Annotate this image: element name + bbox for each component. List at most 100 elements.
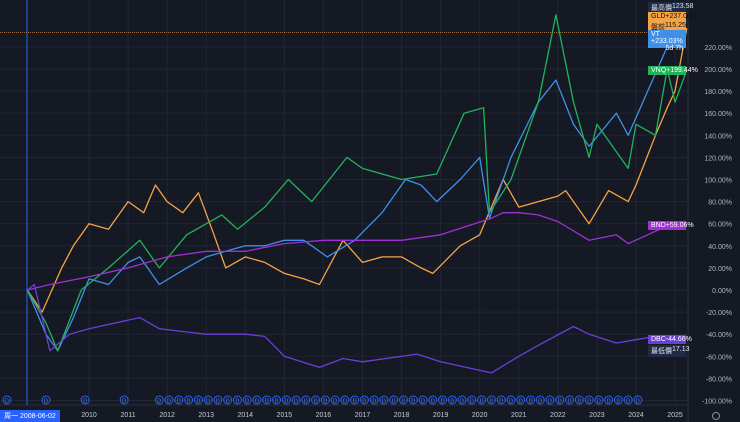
dividend-marker[interactable]: D bbox=[213, 395, 223, 405]
dividend-marker[interactable]: D bbox=[174, 395, 184, 405]
x-tick-label: 2010 bbox=[81, 412, 97, 419]
dividend-marker-letter: D bbox=[284, 399, 288, 405]
x-tick-label: 2011 bbox=[121, 412, 136, 419]
dividend-marker-circle bbox=[486, 395, 496, 405]
dividend-marker[interactable]: D bbox=[418, 395, 428, 405]
dividend-marker[interactable]: D bbox=[262, 395, 272, 405]
dividend-marker-letter: D bbox=[157, 399, 161, 405]
series-line-bnd bbox=[27, 212, 687, 291]
dividend-marker-letter: D bbox=[577, 399, 581, 405]
dividend-marker[interactable]: D bbox=[604, 395, 614, 405]
dividend-marker[interactable]: D bbox=[80, 395, 90, 405]
dividend-marker-letter: D bbox=[431, 399, 435, 405]
dividend-marker-letter: D bbox=[304, 399, 308, 405]
dividend-marker-letter: D bbox=[187, 399, 191, 405]
dividend-marker[interactable]: D bbox=[389, 395, 399, 405]
dividend-marker[interactable]: D bbox=[184, 395, 194, 405]
dividend-marker-circle bbox=[2, 395, 12, 405]
x-tick-label: 2018 bbox=[394, 412, 410, 419]
dividend-marker[interactable]: D bbox=[486, 395, 496, 405]
dividend-marker[interactable]: D bbox=[242, 395, 252, 405]
dividend-marker-letter: D bbox=[460, 399, 464, 405]
dividend-marker[interactable]: D bbox=[555, 395, 565, 405]
y-tick-label: -20.00% bbox=[706, 310, 732, 317]
dividend-marker-circle bbox=[398, 395, 408, 405]
dividend-marker-circle bbox=[604, 395, 614, 405]
dividend-marker[interactable]: D bbox=[594, 395, 604, 405]
dividend-marker-circle bbox=[633, 395, 643, 405]
dividend-marker[interactable]: D bbox=[574, 395, 584, 405]
dividend-marker[interactable]: D bbox=[428, 395, 438, 405]
dividend-marker-letter: D bbox=[382, 399, 386, 405]
dividend-marker[interactable]: D bbox=[291, 395, 301, 405]
dividend-marker-circle bbox=[203, 395, 213, 405]
dividend-marker-letter: D bbox=[362, 399, 366, 405]
dividend-marker[interactable]: D bbox=[154, 395, 164, 405]
dividend-marker[interactable]: D bbox=[477, 395, 487, 405]
dividend-marker[interactable]: D bbox=[223, 395, 233, 405]
dividend-marker-circle bbox=[164, 395, 174, 405]
dividend-marker[interactable]: D bbox=[119, 395, 129, 405]
dividend-marker-letter: D bbox=[245, 399, 249, 405]
dividend-marker[interactable]: D bbox=[633, 395, 643, 405]
dividend-marker[interactable]: D bbox=[252, 395, 262, 405]
dividend-marker-letter: D bbox=[392, 399, 396, 405]
dividend-marker-letter: D bbox=[226, 399, 230, 405]
dividend-marker[interactable]: D bbox=[281, 395, 291, 405]
dividend-marker-letter: D bbox=[343, 399, 347, 405]
dividend-marker-letter: D bbox=[314, 399, 318, 405]
dividend-marker[interactable]: D bbox=[408, 395, 418, 405]
dividend-marker[interactable]: D bbox=[232, 395, 242, 405]
dividend-marker[interactable]: D bbox=[516, 395, 526, 405]
x-tick-label: 2021 bbox=[511, 412, 527, 419]
dividend-marker-circle bbox=[457, 395, 467, 405]
dividend-marker[interactable]: D bbox=[203, 395, 213, 405]
dividend-marker[interactable]: D bbox=[164, 395, 174, 405]
dividend-marker-letter: D bbox=[470, 399, 474, 405]
dividend-marker[interactable]: D bbox=[379, 395, 389, 405]
dividend-marker[interactable]: D bbox=[613, 395, 623, 405]
dividend-marker[interactable]: D bbox=[320, 395, 330, 405]
dividend-marker[interactable]: D bbox=[584, 395, 594, 405]
dividend-marker[interactable]: D bbox=[350, 395, 360, 405]
dividend-marker[interactable]: D bbox=[301, 395, 311, 405]
dividend-marker[interactable]: D bbox=[506, 395, 516, 405]
dividend-marker-letter: D bbox=[44, 399, 48, 405]
y-tick-label: 80.00% bbox=[708, 200, 732, 207]
dividend-marker[interactable]: D bbox=[467, 395, 477, 405]
bnd-last-label: BND +59.06% bbox=[648, 221, 694, 230]
x-tick-label: 2019 bbox=[433, 412, 449, 419]
dividend-marker-letter: D bbox=[401, 399, 405, 405]
y-tick-label: 140.00% bbox=[704, 133, 732, 140]
dividend-marker-circle bbox=[252, 395, 262, 405]
dividend-marker[interactable]: D bbox=[447, 395, 457, 405]
dividend-marker-circle bbox=[447, 395, 457, 405]
settings-icon[interactable] bbox=[712, 412, 720, 420]
dividend-marker-circle bbox=[506, 395, 516, 405]
dividend-marker[interactable]: D bbox=[398, 395, 408, 405]
dividend-marker[interactable]: D bbox=[535, 395, 545, 405]
dividend-marker[interactable]: D bbox=[2, 395, 12, 405]
dividend-marker-letter: D bbox=[616, 399, 620, 405]
dividend-marker[interactable]: D bbox=[457, 395, 467, 405]
dividend-marker[interactable]: D bbox=[340, 395, 350, 405]
dividend-marker[interactable]: D bbox=[545, 395, 555, 405]
dividend-marker[interactable]: D bbox=[438, 395, 448, 405]
dividend-marker[interactable]: D bbox=[525, 395, 535, 405]
dividend-marker[interactable]: D bbox=[369, 395, 379, 405]
dividend-marker-circle bbox=[330, 395, 340, 405]
dividend-marker-circle bbox=[467, 395, 477, 405]
dividend-marker[interactable]: D bbox=[193, 395, 203, 405]
dividend-marker[interactable]: D bbox=[623, 395, 633, 405]
dividend-marker[interactable]: D bbox=[41, 395, 51, 405]
dividend-marker[interactable]: D bbox=[272, 395, 282, 405]
dividend-marker-circle bbox=[281, 395, 291, 405]
dividend-marker[interactable]: D bbox=[496, 395, 506, 405]
dividend-marker[interactable]: D bbox=[330, 395, 340, 405]
y-tick-label: 120.00% bbox=[704, 155, 732, 162]
dividend-marker[interactable]: D bbox=[311, 395, 321, 405]
gld-last-label: GLD +237.06% bbox=[648, 12, 697, 21]
dividend-marker[interactable]: D bbox=[359, 395, 369, 405]
dividend-marker[interactable]: D bbox=[565, 395, 575, 405]
